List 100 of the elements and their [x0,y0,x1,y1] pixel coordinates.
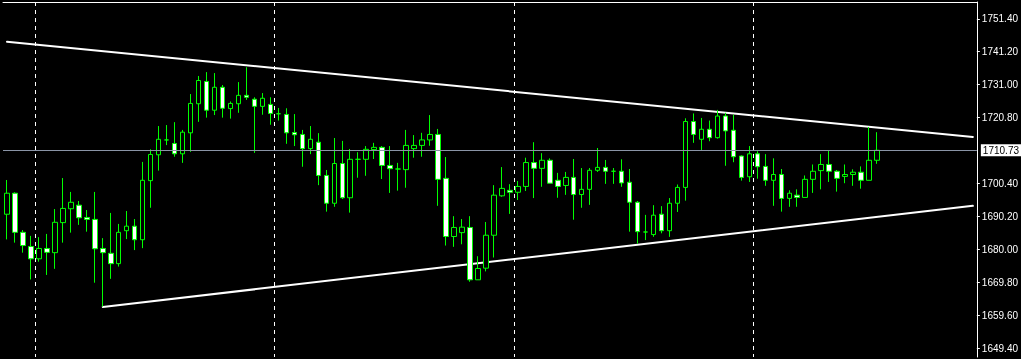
candlestick [507,183,513,215]
candlestick [68,191,74,234]
candlestick [12,191,18,244]
y-tick-label: 1669.80 [981,276,1019,288]
candlestick [292,113,297,147]
candlestick [236,81,241,114]
candlestick [164,124,169,146]
y-tick-label: 1680.00 [981,243,1019,255]
candlestick [451,215,457,248]
candlestick [547,157,553,184]
candlestick [411,134,417,159]
candlestick [491,184,497,259]
candlestick [36,236,42,263]
candlestick [52,208,58,270]
candlestick [156,125,161,172]
candlestick [132,218,137,251]
candlestick [44,233,50,276]
candlestick [140,161,145,249]
candlestick [371,142,377,160]
candlestick [475,255,481,281]
candlestick [659,205,664,234]
candlestick [92,191,98,284]
candlestick [858,165,864,190]
candlestick [4,179,10,240]
y-tick-label: 1690.20 [981,210,1019,222]
ref-line-label: 1710.73 [982,144,1020,156]
candlestick [683,117,688,202]
candlestick [715,109,720,140]
candlestick [866,126,872,181]
candlestick [76,200,82,226]
candlestick [196,75,201,123]
candlestick [340,140,345,200]
candlestick [483,221,489,272]
candlestick [563,171,569,196]
candlestick [379,145,385,180]
candlestick [324,169,329,213]
candlestick [60,177,66,244]
candlestick [771,157,776,207]
candlestick [260,92,265,116]
candlestick [244,66,249,101]
candlestick [188,93,193,153]
y-tick-label: 1720.80 [981,112,1019,124]
candlestick [747,145,752,183]
candlestick [108,212,114,280]
candlestick [355,151,361,179]
candlestick [387,145,393,194]
candlestick [276,107,281,122]
candlestick [699,117,704,151]
candlestick [603,159,608,185]
candlestick [435,128,441,207]
candlestick [779,168,784,213]
candlestick [347,148,353,214]
candlestick [531,141,537,199]
candlestick [395,162,401,192]
candlestick [212,72,217,116]
y-tick-label: 1751.40 [981,13,1019,25]
candlestick [116,223,121,268]
candlestick [308,125,313,155]
y-tick-label: 1731.00 [981,79,1019,91]
candlestick [204,71,209,119]
candlestick [363,145,369,177]
candlestick [794,188,800,208]
candlestick [332,137,337,208]
candlestick [826,150,832,183]
candlestick [595,147,600,173]
candlestick [739,154,744,182]
candlestick [555,172,561,199]
candlestick [651,204,656,238]
candlestick [850,168,856,187]
y-tick-label: 1659.60 [981,309,1019,321]
candlestick [587,167,592,206]
candlestick [84,209,90,233]
candlestick [523,157,529,192]
candlestick [403,129,409,189]
candlestick [252,96,257,154]
candlestick [419,132,425,158]
candlestick [228,100,233,120]
candlestick [818,153,824,190]
candlestick [499,166,505,198]
candlestick [459,218,465,245]
candlestick [579,167,584,209]
candlestick [515,180,521,201]
candlestick [172,121,177,158]
candlestick [675,184,680,213]
candlestick [667,197,672,238]
candlestick [427,114,433,147]
candlestick [802,174,808,198]
y-tick-label: 1741.20 [981,46,1019,58]
candlestick [874,131,880,165]
candlestick [834,169,840,193]
candlestick [627,168,632,233]
candlestick [619,158,624,188]
candlestick [787,189,792,208]
y-tick-label: 1649.40 [981,342,1019,354]
candlestick [691,112,696,144]
candlestick [539,152,545,188]
candlestick [643,214,648,241]
candlestick [316,132,321,186]
candlestick [611,167,616,185]
candlestick [763,153,768,187]
